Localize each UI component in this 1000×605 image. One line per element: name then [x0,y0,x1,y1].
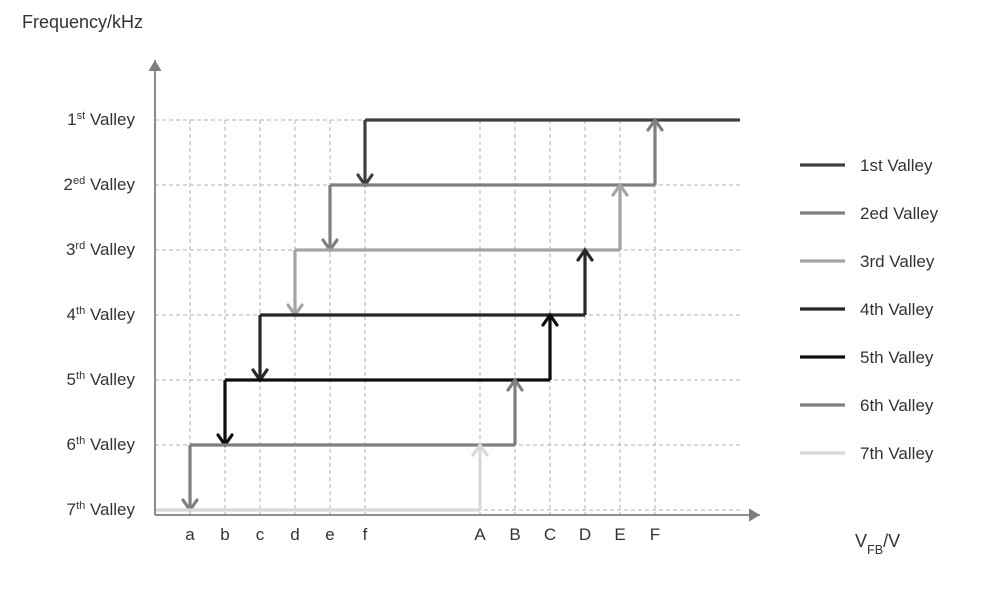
legend-label: 2ed Valley [860,204,939,223]
y-tick-label: 4th Valley [67,305,136,324]
x-tick-label: e [325,525,334,544]
y-tick-label: 7th Valley [67,500,136,519]
x-tick-label: A [474,525,486,544]
y-tick-label: 3rd Valley [66,240,136,259]
diagram-svg: Frequency/kHz VFB/V 1st Valley 2ed Valley 3r… [0,0,1000,605]
y-tick-label: 5th Valley [67,370,136,389]
y-axis-title: Frequency/kHz [22,12,143,32]
legend-label: 6th Valley [860,396,934,415]
y-tick-label: 6th Valley [67,435,136,454]
x-tick-label: E [614,525,625,544]
x-tick-label: D [579,525,591,544]
legend-label: 5th Valley [860,348,934,367]
y-tick-label: 1st Valley [67,110,135,129]
x-axis-title: VFB/V [855,531,900,557]
x-tick-label: c [256,525,265,544]
diagram-container: Frequency/kHz VFB/V 1st Valley 2ed Valley 3r… [0,0,1000,605]
legend-label: 7th Valley [860,444,934,463]
x-tick-label: C [544,525,556,544]
x-tick-label: a [185,525,195,544]
legend-label: 3rd Valley [860,252,935,271]
x-tick-label: f [363,525,368,544]
x-tick-label: B [509,525,520,544]
x-tick-label: d [290,525,299,544]
y-tick-label: 2ed Valley [63,175,135,194]
legend-label: 4th Valley [860,300,934,319]
x-tick-label: F [650,525,660,544]
legend-label: 1st Valley [860,156,933,175]
x-tick-label: b [220,525,229,544]
